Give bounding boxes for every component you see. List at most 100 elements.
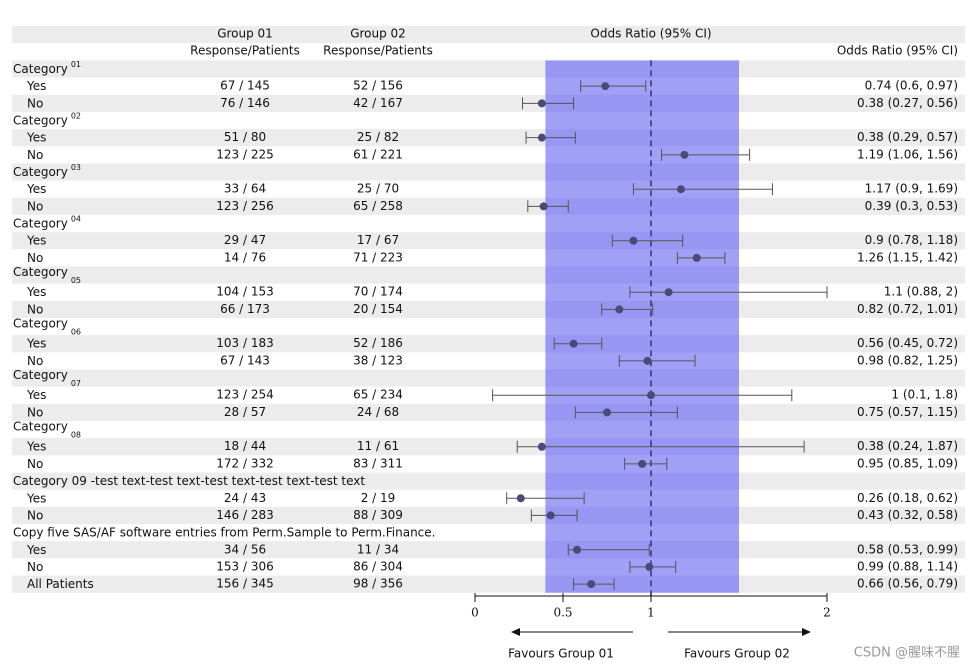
row-label-text: No bbox=[27, 199, 43, 213]
row-label-text: No bbox=[27, 559, 43, 573]
point bbox=[638, 459, 647, 468]
row-label-text: Yes bbox=[26, 182, 46, 196]
group2-cell: 11 / 61 bbox=[357, 439, 399, 453]
row-label: All Patients bbox=[27, 577, 94, 591]
group1-cell: 76 / 146 bbox=[220, 96, 270, 110]
group2-cell: 25 / 82 bbox=[357, 130, 399, 144]
point bbox=[615, 305, 624, 314]
group1-cell: 28 / 57 bbox=[224, 405, 266, 419]
point bbox=[676, 185, 685, 194]
header-ratio: Odds Ratio (95% CI) bbox=[837, 44, 958, 58]
row-label-text: No bbox=[27, 508, 43, 522]
group2-cell: 70 / 174 bbox=[353, 285, 403, 299]
header-bg bbox=[12, 26, 965, 44]
x-tick-label: 0.5 bbox=[553, 606, 572, 620]
group2-cell: 52 / 186 bbox=[353, 336, 403, 350]
row-label-text: Yes bbox=[26, 491, 46, 505]
row-index: 01 bbox=[71, 60, 81, 69]
watermark: CSDN @腥味不腥 bbox=[854, 646, 960, 661]
row-label-text: Copy five SAS/AF software entries from P… bbox=[13, 525, 435, 539]
group1-cell: 153 / 306 bbox=[216, 559, 273, 573]
ratio-cell: 0.9 (0.78, 1.18) bbox=[865, 233, 958, 247]
row-label: Category06 bbox=[13, 316, 81, 336]
group2-cell: 2 / 19 bbox=[361, 491, 396, 505]
row-index: 07 bbox=[71, 379, 81, 388]
group2-cell: 24 / 68 bbox=[357, 405, 399, 419]
row-label-text: Category bbox=[13, 419, 68, 433]
band-stripe bbox=[545, 197, 739, 215]
row-label: No bbox=[27, 96, 43, 110]
ratio-cell: 0.56 (0.45, 0.72) bbox=[857, 336, 958, 350]
group2-cell: 42 / 167 bbox=[353, 96, 403, 110]
row-label-text: Category bbox=[13, 113, 68, 127]
ratio-cell: 0.38 (0.27, 0.56) bbox=[857, 96, 958, 110]
ratio-cell: 1.1 (0.88, 2) bbox=[884, 285, 958, 299]
row-label: No bbox=[27, 456, 43, 470]
row-label: Yes bbox=[26, 542, 46, 556]
band-stripe bbox=[545, 94, 739, 112]
point bbox=[587, 580, 596, 589]
point bbox=[629, 236, 638, 245]
group1-cell: 24 / 43 bbox=[224, 491, 266, 505]
row-label: Yes bbox=[26, 285, 46, 299]
row-label: Copy five SAS/AF software entries from P… bbox=[13, 525, 435, 539]
row-bg bbox=[12, 403, 965, 421]
row-label-text: Yes bbox=[26, 542, 46, 556]
ratio-cell: 0.39 (0.3, 0.53) bbox=[865, 199, 958, 213]
point bbox=[692, 253, 701, 262]
row-label-text: Category bbox=[13, 368, 68, 382]
row-label: Category 03 bbox=[13, 163, 81, 179]
row-label-text: Yes bbox=[26, 285, 46, 299]
ratio-cell: 0.66 (0.56, 0.79) bbox=[857, 577, 958, 591]
header-group1: Group 01 bbox=[217, 27, 273, 41]
row-label: Category 01 bbox=[13, 60, 81, 76]
group1-cell: 146 / 283 bbox=[216, 508, 273, 522]
arrow-right-head bbox=[802, 628, 811, 636]
band-stripe bbox=[545, 472, 739, 490]
row-label-text: Category bbox=[13, 165, 68, 179]
row-bg bbox=[12, 60, 965, 78]
row-label-text: Yes bbox=[26, 388, 46, 402]
subheader-group2: Response/Patients bbox=[323, 44, 433, 58]
group2-cell: 83 / 311 bbox=[353, 456, 403, 470]
row-label: No bbox=[27, 302, 43, 316]
row-bg bbox=[12, 438, 965, 456]
group1-cell: 156 / 345 bbox=[216, 577, 273, 591]
row-bg bbox=[12, 197, 965, 215]
group1-cell: 14 / 76 bbox=[224, 250, 266, 264]
x-tick-label: 2 bbox=[823, 606, 831, 620]
point bbox=[603, 408, 611, 417]
ratio-cell: 1.19 (1.06, 1.56) bbox=[857, 147, 958, 161]
row-label: Yes bbox=[26, 130, 46, 144]
band-stripe bbox=[545, 163, 739, 181]
row-bg bbox=[12, 266, 965, 284]
point bbox=[539, 202, 548, 211]
row-index: 04 bbox=[71, 214, 81, 223]
group2-cell: 71 / 223 bbox=[353, 250, 403, 264]
row-label-text: No bbox=[27, 302, 43, 316]
point bbox=[537, 99, 546, 108]
ratio-cell: 0.75 (0.57, 1.15) bbox=[857, 405, 958, 419]
group2-cell: 25 / 70 bbox=[357, 182, 399, 196]
row-label: Category 04 bbox=[13, 214, 81, 230]
row-label-text: Yes bbox=[26, 233, 46, 247]
point bbox=[680, 150, 689, 159]
row-label: Yes bbox=[26, 233, 46, 247]
ratio-cell: 0.38 (0.29, 0.57) bbox=[857, 130, 958, 144]
group1-cell: 67 / 145 bbox=[220, 79, 270, 93]
group2-cell: 11 / 34 bbox=[357, 542, 399, 556]
group2-cell: 88 / 309 bbox=[353, 508, 403, 522]
ratio-cell: 0.74 (0.6, 0.97) bbox=[865, 79, 958, 93]
row-index: 02 bbox=[71, 111, 81, 120]
point bbox=[537, 442, 546, 451]
row-label: No bbox=[27, 508, 43, 522]
row-label-text: Category bbox=[13, 265, 68, 279]
x-tick-label: 1 bbox=[647, 606, 655, 620]
ratio-cell: 0.26 (0.18, 0.62) bbox=[857, 491, 958, 505]
group2-cell: 52 / 156 bbox=[353, 79, 403, 93]
row-bg bbox=[12, 506, 965, 525]
row-bg bbox=[12, 541, 965, 559]
group2-cell: 98 / 356 bbox=[353, 577, 403, 591]
row-label: Yes bbox=[26, 79, 46, 93]
